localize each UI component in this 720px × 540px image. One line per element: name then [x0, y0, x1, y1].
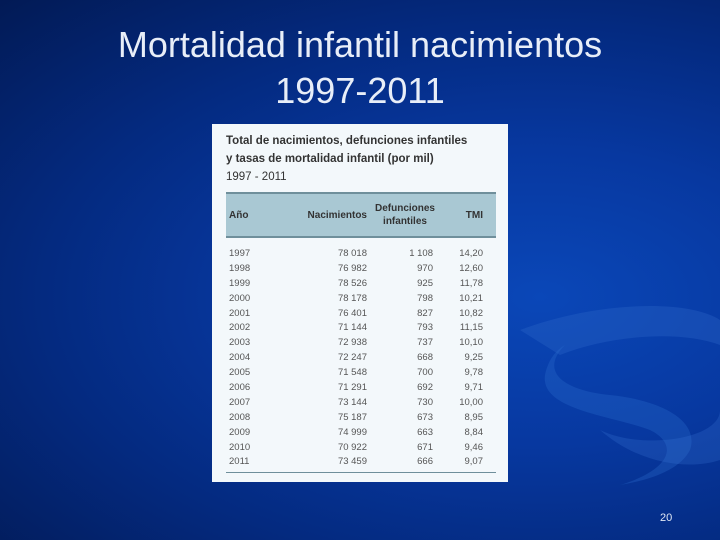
table-row: 2004 72 247 668 9,25	[226, 350, 496, 365]
cell-imr: 8,84	[464, 426, 484, 438]
mortality-table: Total de nacimientos, defunciones infant…	[212, 124, 508, 482]
header-year: Año	[229, 209, 249, 221]
cell-births: 76 401	[337, 307, 367, 319]
cell-deaths: 737	[417, 337, 433, 349]
cell-deaths: 1 108	[409, 247, 433, 259]
cell-deaths: 673	[417, 411, 433, 423]
cell-deaths: 671	[417, 441, 433, 453]
cell-year: 2003	[229, 337, 251, 349]
table-row: 1997 78 018 1 108 14,20	[226, 246, 496, 261]
table-bottom-rule	[226, 472, 496, 474]
cell-births: 78 526	[337, 277, 367, 289]
cell-imr: 12,60	[459, 262, 483, 274]
cell-year: 2007	[229, 396, 251, 408]
cell-deaths: 798	[417, 292, 433, 304]
cell-year: 2000	[229, 292, 251, 304]
cell-year: 2004	[229, 352, 251, 364]
table-row: 2011 73 459 666 9,07	[226, 454, 496, 469]
cell-births: 72 938	[337, 337, 367, 349]
caption-line3: 1997 - 2011	[226, 171, 287, 183]
cell-imr: 9,71	[464, 381, 484, 393]
cell-births: 73 144	[337, 396, 367, 408]
header-deaths: Defunciones infantiles	[367, 202, 443, 228]
cell-deaths: 730	[417, 396, 433, 408]
table-row: 2006 71 291 692 9,71	[226, 380, 496, 395]
cell-births: 71 144	[337, 322, 367, 334]
cell-year: 2011	[229, 456, 250, 468]
table-row: 2010 70 922 671 9,46	[226, 440, 496, 455]
cell-births: 78 018	[337, 247, 367, 259]
table-row: 2003 72 938 737 10,10	[226, 335, 496, 350]
cell-year: 2005	[229, 367, 251, 379]
cell-births: 71 548	[337, 367, 367, 379]
table-header: Año Nacimientos Defunciones infantiles T…	[226, 192, 496, 238]
table-row: 2005 71 548 700 9,78	[226, 365, 496, 380]
cell-births: 72 247	[337, 352, 367, 364]
cell-deaths: 700	[417, 367, 433, 379]
table-row: 2009 74 999 663 8,84	[226, 425, 496, 440]
cell-year: 2006	[229, 381, 251, 393]
cell-year: 2008	[229, 411, 251, 423]
cell-imr: 10,21	[459, 292, 483, 304]
cell-imr: 9,07	[464, 456, 484, 468]
cell-deaths: 793	[417, 322, 433, 334]
cell-deaths: 668	[417, 352, 433, 364]
header-deaths-line2: infantiles	[383, 216, 427, 227]
cell-imr: 8,95	[464, 411, 484, 423]
cell-imr: 11,78	[459, 277, 483, 289]
cell-births: 71 291	[337, 381, 367, 393]
cell-births: 75 187	[337, 411, 367, 423]
cell-imr: 9,46	[464, 441, 484, 453]
table-row: 1998 76 982 970 12,60	[226, 261, 496, 276]
cell-imr: 11,15	[459, 322, 483, 334]
caption-line1: Total de nacimientos, defunciones infant…	[226, 135, 468, 147]
cell-year: 2001	[229, 307, 251, 319]
table-row: 1999 78 526 925 11,78	[226, 276, 496, 291]
page-number: 20	[660, 512, 673, 524]
table-row: 2007 73 144 730 10,00	[226, 395, 496, 410]
table-body: 1997 78 018 1 108 14,20 1998 76 982 970 12,60 19…	[226, 246, 496, 469]
cell-imr: 10,00	[459, 396, 483, 408]
table-caption: Total de nacimientos, defunciones infant…	[226, 132, 496, 186]
table-row: 2000 78 178 798 10,21	[226, 291, 496, 306]
cell-deaths: 925	[417, 277, 433, 289]
cell-births: 78 178	[337, 292, 367, 304]
cell-imr: 9,78	[464, 367, 484, 379]
cell-imr: 10,10	[459, 337, 483, 349]
cell-births: 73 459	[337, 456, 367, 468]
cell-imr: 9,25	[464, 352, 484, 364]
table-row: 2001 76 401 827 10,82	[226, 306, 496, 321]
cell-year: 2010	[229, 441, 251, 453]
cell-year: 1997	[229, 247, 251, 259]
cell-deaths: 692	[417, 381, 433, 393]
cell-births: 76 982	[337, 262, 367, 274]
slide-title-line1: Mortalidad infantil nacimientos	[117, 24, 603, 65]
cell-deaths: 827	[417, 307, 433, 319]
cell-imr: 14,20	[459, 247, 483, 259]
cell-imr: 10,82	[459, 307, 483, 319]
cell-year: 1999	[229, 277, 251, 289]
header-imr: TMI	[465, 209, 483, 221]
cell-year: 2002	[229, 322, 251, 334]
slide-title-line2: 1997-2011	[275, 70, 445, 111]
header-deaths-line1: Defunciones	[374, 203, 435, 214]
cell-year: 1998	[229, 262, 251, 274]
cell-deaths: 663	[417, 426, 433, 438]
table-row: 2008 75 187 673 8,95	[226, 410, 496, 425]
cell-births: 70 922	[337, 441, 367, 453]
cell-deaths: 970	[417, 262, 433, 274]
cell-deaths: 666	[417, 456, 433, 468]
cell-births: 74 999	[337, 426, 367, 438]
slide-title: Mortalidad infantil nacimientos 1997-201…	[0, 22, 720, 114]
header-births: Nacimientos	[307, 209, 367, 221]
cell-year: 2009	[229, 426, 251, 438]
table-row: 2002 71 144 793 11,15	[226, 320, 496, 335]
caption-line2: y tasas de mortalidad infantil (por mil)	[226, 153, 434, 165]
